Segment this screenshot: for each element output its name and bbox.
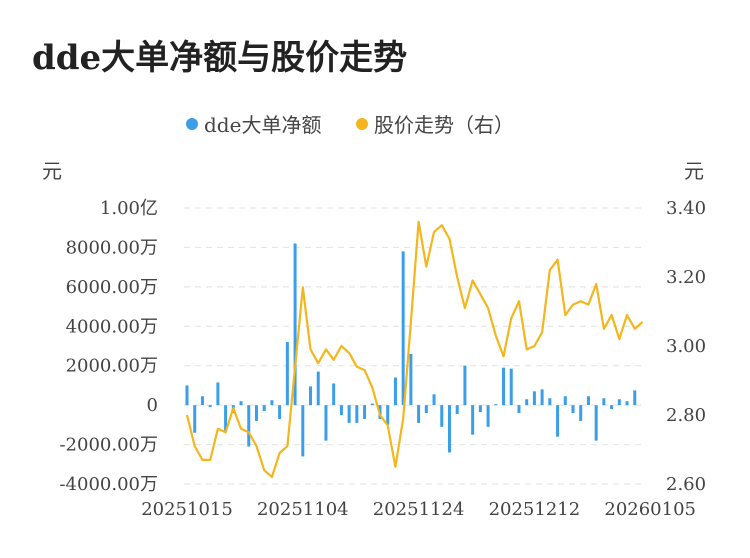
bar: [293, 243, 297, 406]
bar: [478, 405, 482, 413]
bar: [579, 405, 583, 421]
bar: [540, 389, 544, 406]
bar: [347, 405, 351, 423]
bar: [355, 405, 359, 423]
bar: [432, 394, 436, 406]
bar: [594, 405, 598, 441]
bar: [548, 398, 552, 406]
x-tick-label: 20251124: [373, 499, 465, 520]
bar: [200, 396, 204, 406]
bar: [208, 405, 212, 408]
right-tick-label: 3.20: [666, 267, 706, 288]
bar: [494, 404, 498, 406]
bar-series: [185, 243, 637, 457]
bar: [586, 396, 590, 406]
gridlines: [184, 207, 642, 485]
right-tick-label: 2.80: [666, 405, 706, 426]
x-tick-label: 20251212: [489, 499, 581, 520]
bar: [563, 396, 567, 406]
bar: [285, 342, 289, 406]
legend-line-label[interactable]: 股价走势（右）: [374, 113, 514, 137]
bar: [440, 405, 444, 427]
bar: [216, 382, 220, 406]
bar: [486, 405, 490, 427]
x-tick-label: 20251104: [257, 499, 349, 520]
legend-bar-marker: [186, 118, 198, 130]
left-tick-label: 1.00亿: [100, 198, 158, 219]
x-tick-label: 20260105: [604, 499, 696, 520]
right-tick-label: 3.40: [666, 198, 706, 219]
left-tick-label: 4000.00万: [66, 316, 158, 337]
bar: [262, 405, 266, 412]
bar: [571, 405, 575, 414]
bar: [386, 405, 390, 425]
left-tick-label: -4000.00万: [59, 474, 158, 495]
bar: [455, 405, 459, 415]
bar: [332, 383, 336, 406]
bar: [525, 399, 529, 406]
right-tick-label: 3.00: [666, 336, 706, 357]
bar: [424, 405, 428, 414]
bar: [247, 405, 251, 447]
bar: [363, 405, 367, 419]
legend-bar-label[interactable]: dde大单净额: [204, 113, 321, 137]
bar: [185, 385, 189, 406]
left-tick-label: 2000.00万: [66, 356, 158, 377]
bar: [471, 405, 475, 435]
bar: [447, 405, 451, 453]
bar: [532, 391, 536, 406]
legend[interactable]: dde大单净额 股价走势（右）: [186, 113, 514, 137]
line-series: [185, 220, 644, 479]
left-tick-label: 0: [147, 395, 158, 416]
bar: [309, 386, 313, 406]
bar: [633, 390, 637, 406]
price-line: [185, 220, 644, 479]
bar: [509, 368, 513, 406]
bar: [463, 365, 467, 406]
bar: [409, 353, 413, 406]
bar: [556, 405, 560, 437]
x-tick-label: 20251015: [141, 499, 233, 520]
right-axis-unit: 元: [684, 159, 704, 183]
left-axis-unit: 元: [42, 159, 62, 183]
bar: [239, 401, 243, 406]
bar: [339, 405, 343, 415]
bar: [301, 405, 305, 457]
right-tick-label: 2.60: [666, 474, 706, 495]
bar: [393, 377, 397, 406]
bar: [517, 405, 521, 414]
axes: 1.00亿 8000.00万 6000.00万 4000.00万 2000.00万 0 -2…: [59, 198, 706, 520]
bar: [370, 403, 374, 406]
bar: [625, 401, 629, 406]
bar: [193, 405, 197, 433]
left-tick-label: 6000.00万: [66, 277, 158, 298]
legend-line-marker: [356, 118, 368, 130]
bar: [278, 405, 282, 419]
bar: [316, 371, 320, 406]
bar: [401, 251, 405, 406]
left-tick-label: -2000.00万: [59, 435, 158, 456]
left-tick-label: 8000.00万: [66, 237, 158, 258]
bar: [254, 405, 258, 421]
bar: [417, 405, 421, 423]
bar: [324, 405, 328, 441]
bar: [610, 405, 614, 410]
bar: [617, 399, 621, 406]
bar: [502, 367, 506, 406]
chart-title: dde大单净额与股价走势: [32, 38, 408, 78]
bar: [270, 400, 274, 406]
bar: [224, 405, 228, 431]
bar: [602, 398, 606, 406]
